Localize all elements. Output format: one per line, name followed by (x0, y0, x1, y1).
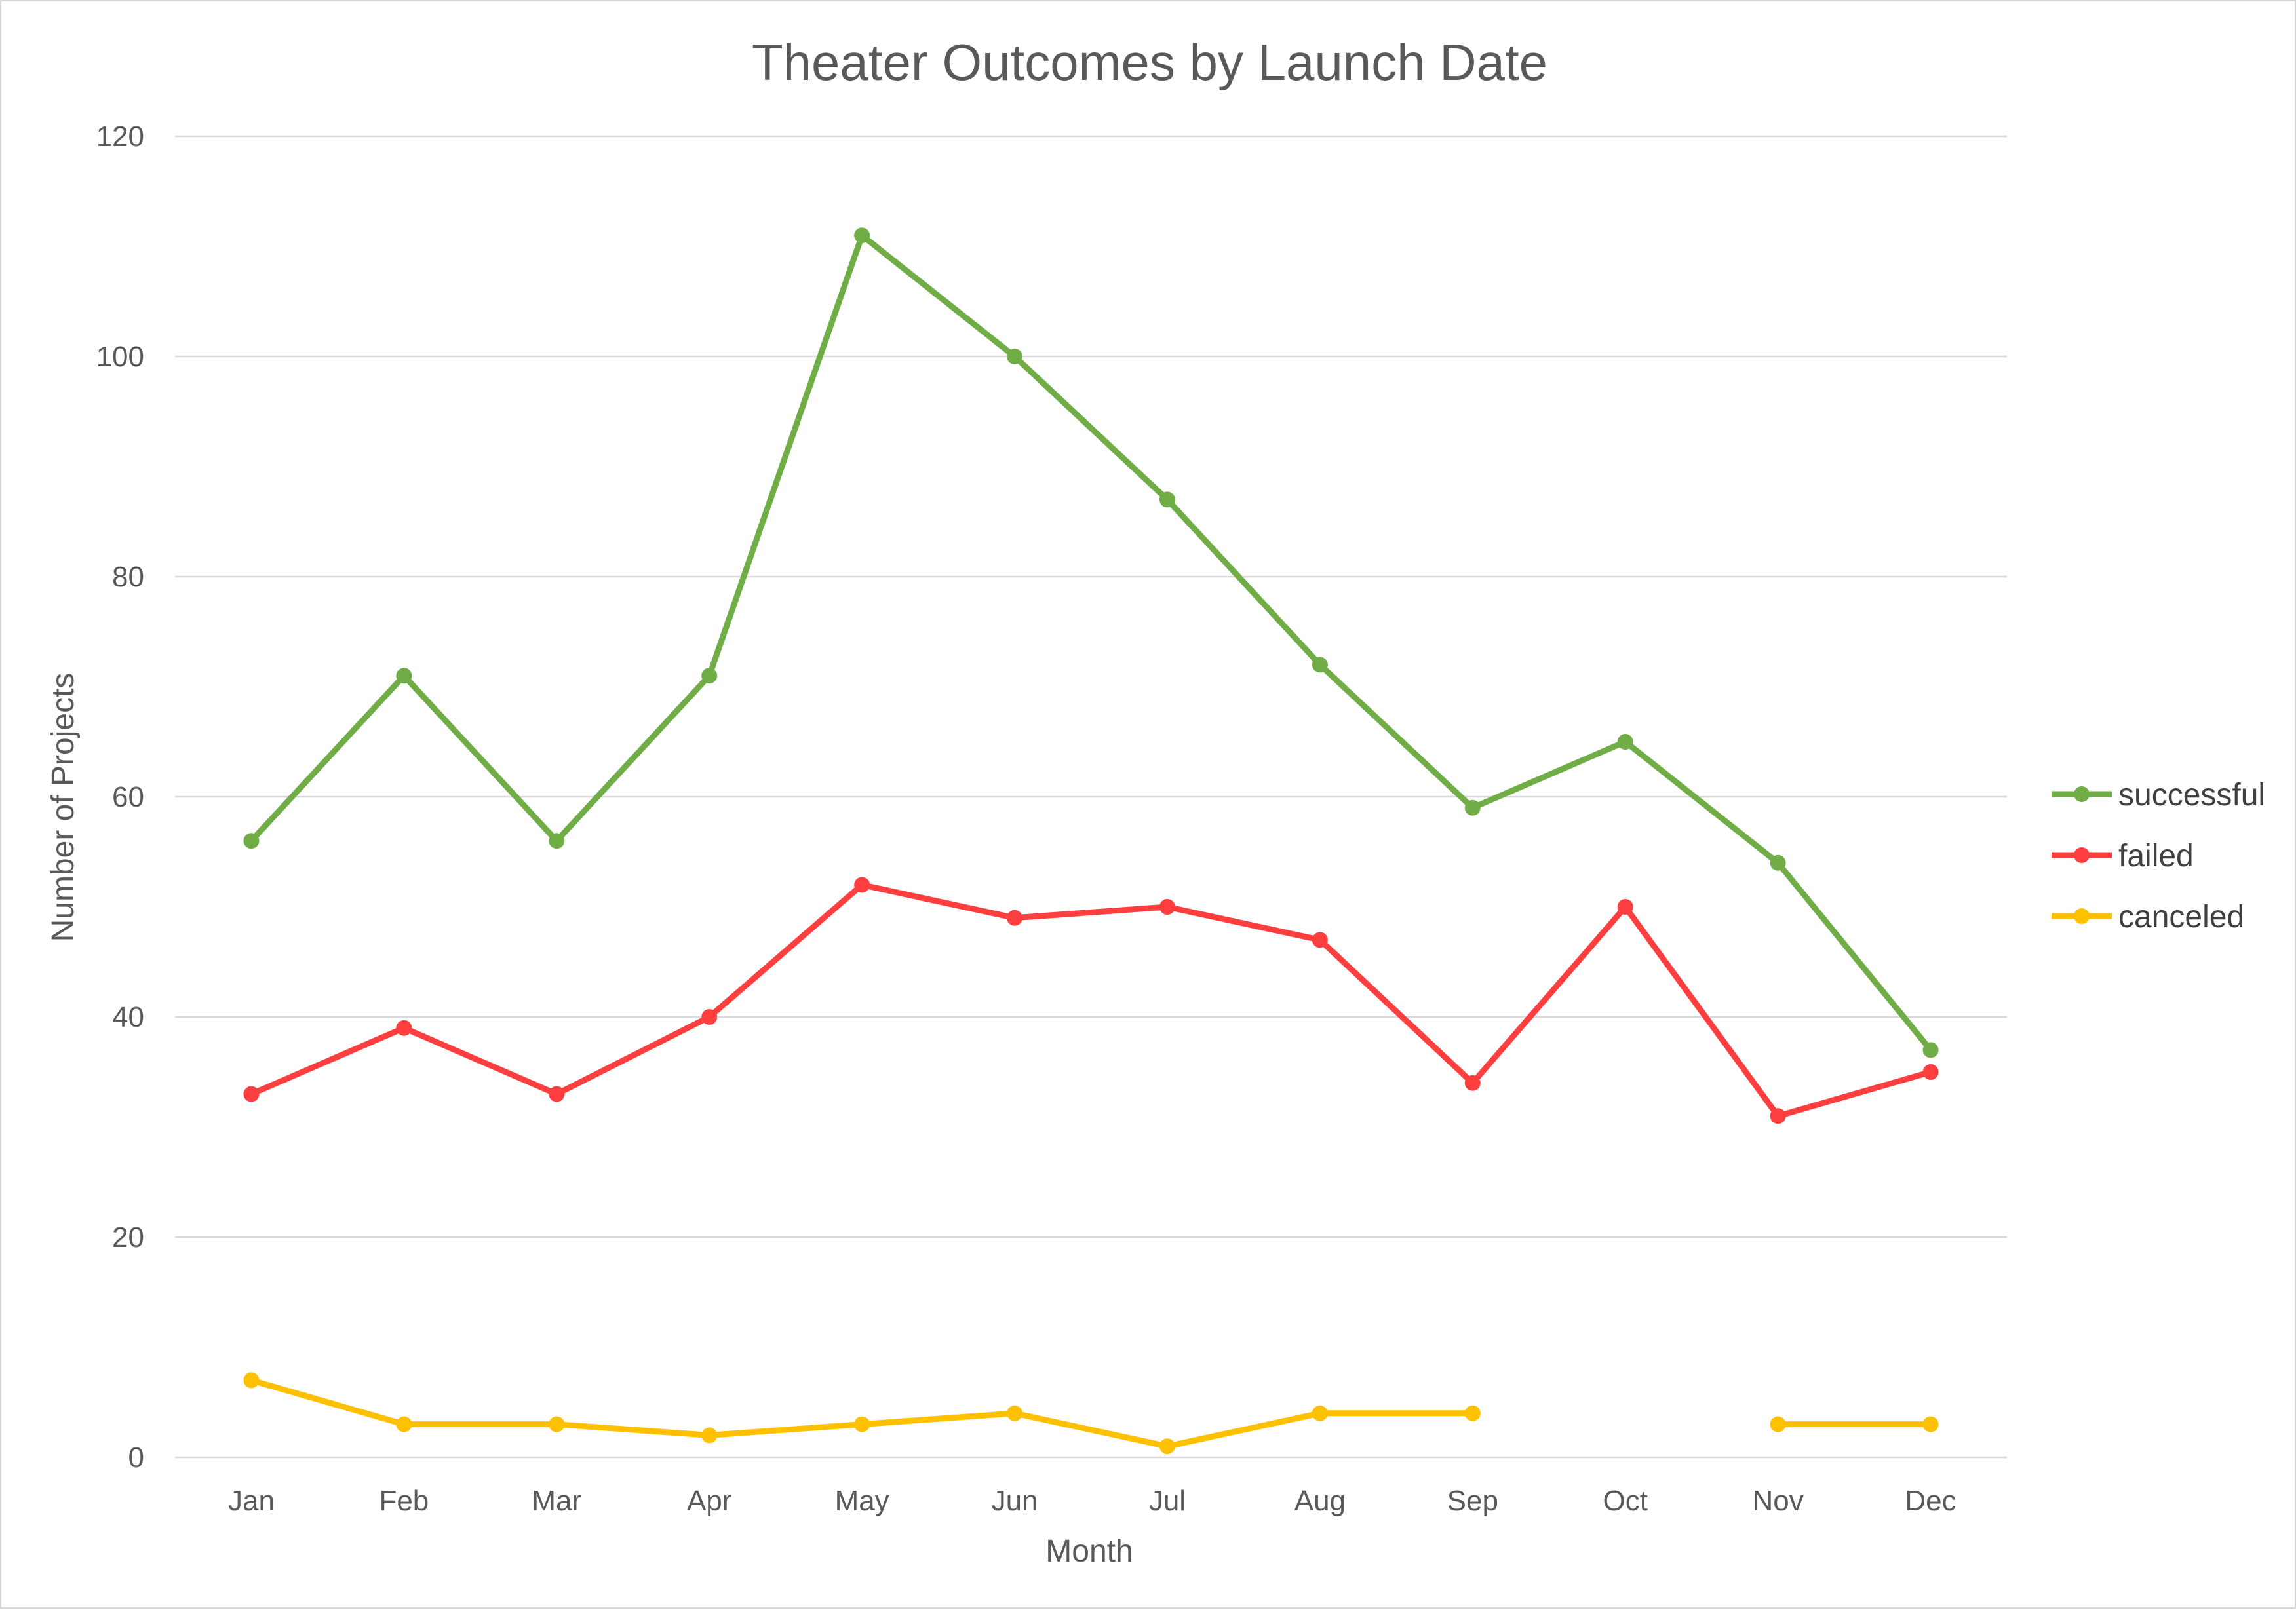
data-point-successful-oct (1617, 734, 1633, 750)
data-point-successful-apr (701, 668, 718, 684)
x-axis-title: Month (1045, 1534, 1133, 1569)
series-failed (243, 877, 1939, 1124)
series (243, 227, 1939, 1455)
x-tick-label: Oct (1603, 1485, 1647, 1517)
data-point-failed-sep (1464, 1075, 1481, 1091)
data-point-canceled-may (854, 1416, 870, 1432)
x-tick-label: Nov (1753, 1485, 1804, 1517)
x-tick-label: Aug (1294, 1485, 1346, 1517)
data-point-failed-mar (549, 1086, 565, 1102)
legend-swatch-marker (2074, 908, 2090, 924)
data-point-successful-feb (396, 668, 412, 684)
x-tick-label: Jun (992, 1485, 1038, 1517)
y-axis-title: Number of Projects (46, 673, 81, 942)
y-tick-label: 80 (112, 561, 144, 593)
data-point-canceled-jul (1159, 1438, 1175, 1455)
data-point-successful-aug (1312, 657, 1328, 673)
y-tick-label: 20 (112, 1221, 144, 1254)
x-tick-label: Apr (687, 1485, 731, 1517)
legend-label: successful (2118, 778, 2265, 813)
data-point-failed-jan (243, 1086, 260, 1102)
legend-swatch-marker (2074, 786, 2090, 802)
x-tick-label: Mar (532, 1485, 581, 1517)
series-line-successful (248, 232, 1934, 1053)
x-tick-label: Jan (228, 1485, 275, 1517)
data-point-failed-feb (396, 1020, 412, 1036)
y-tick-label: 40 (112, 1001, 144, 1033)
data-point-failed-oct (1617, 899, 1633, 915)
y-tick-label: 0 (128, 1442, 144, 1474)
data-point-failed-aug (1312, 932, 1328, 948)
legend-label: canceled (2118, 900, 2244, 934)
data-point-successful-may (854, 227, 870, 244)
data-point-canceled-nov (1770, 1416, 1786, 1432)
x-tick-label: Feb (379, 1485, 429, 1517)
legend-swatch-marker (2074, 847, 2090, 863)
data-point-failed-nov (1770, 1108, 1786, 1124)
x-tick-label: Sep (1447, 1485, 1498, 1517)
series-canceled (243, 1372, 1939, 1455)
data-point-failed-may (854, 877, 870, 893)
data-point-successful-jul (1159, 491, 1175, 508)
y-tick-label: 120 (96, 121, 144, 153)
data-point-failed-apr (701, 1009, 718, 1025)
gridlines (175, 135, 2007, 1459)
series-line-canceled (248, 1377, 1476, 1449)
x-tick-label: Dec (1905, 1485, 1956, 1517)
series-line-failed (248, 881, 1934, 1119)
data-point-successful-mar (549, 833, 565, 849)
data-point-successful-nov (1770, 854, 1786, 871)
data-point-successful-sep (1464, 799, 1481, 816)
data-point-canceled-sep (1464, 1405, 1481, 1421)
chart-title: Theater Outcomes by Launch Date (752, 33, 1547, 91)
data-point-canceled-mar (549, 1416, 565, 1432)
legend-item-failed: failed (2052, 839, 2194, 873)
data-point-canceled-apr (701, 1427, 718, 1444)
data-point-canceled-dec (1922, 1416, 1939, 1432)
x-tick-label: Jul (1149, 1485, 1186, 1517)
x-axis-tick-labels: Jan Feb Mar Apr May Jun Jul Aug Sep Oct Nov Dec (228, 1485, 1956, 1517)
data-point-failed-jul (1159, 899, 1175, 915)
y-tick-label: 100 (96, 341, 144, 373)
data-point-successful-jun (1007, 349, 1023, 364)
data-point-successful-dec (1922, 1042, 1939, 1058)
legend-label: failed (2118, 839, 2194, 873)
data-point-failed-dec (1922, 1064, 1939, 1080)
legend-item-successful: successful (2052, 778, 2265, 813)
y-axis-tick-labels: 0 20 40 60 80 100 120 (96, 121, 144, 1474)
x-tick-label: May (835, 1485, 889, 1517)
data-point-canceled-feb (396, 1416, 412, 1432)
series-successful (243, 227, 1939, 1058)
data-point-failed-jun (1007, 910, 1023, 926)
data-point-successful-jan (243, 833, 260, 849)
legend-item-canceled: canceled (2052, 900, 2244, 934)
data-point-canceled-aug (1312, 1405, 1328, 1421)
data-point-canceled-jan (243, 1372, 260, 1389)
legend: successful failed canceled (2052, 778, 2265, 934)
y-tick-label: 60 (112, 781, 144, 813)
data-point-canceled-jun (1007, 1405, 1023, 1421)
